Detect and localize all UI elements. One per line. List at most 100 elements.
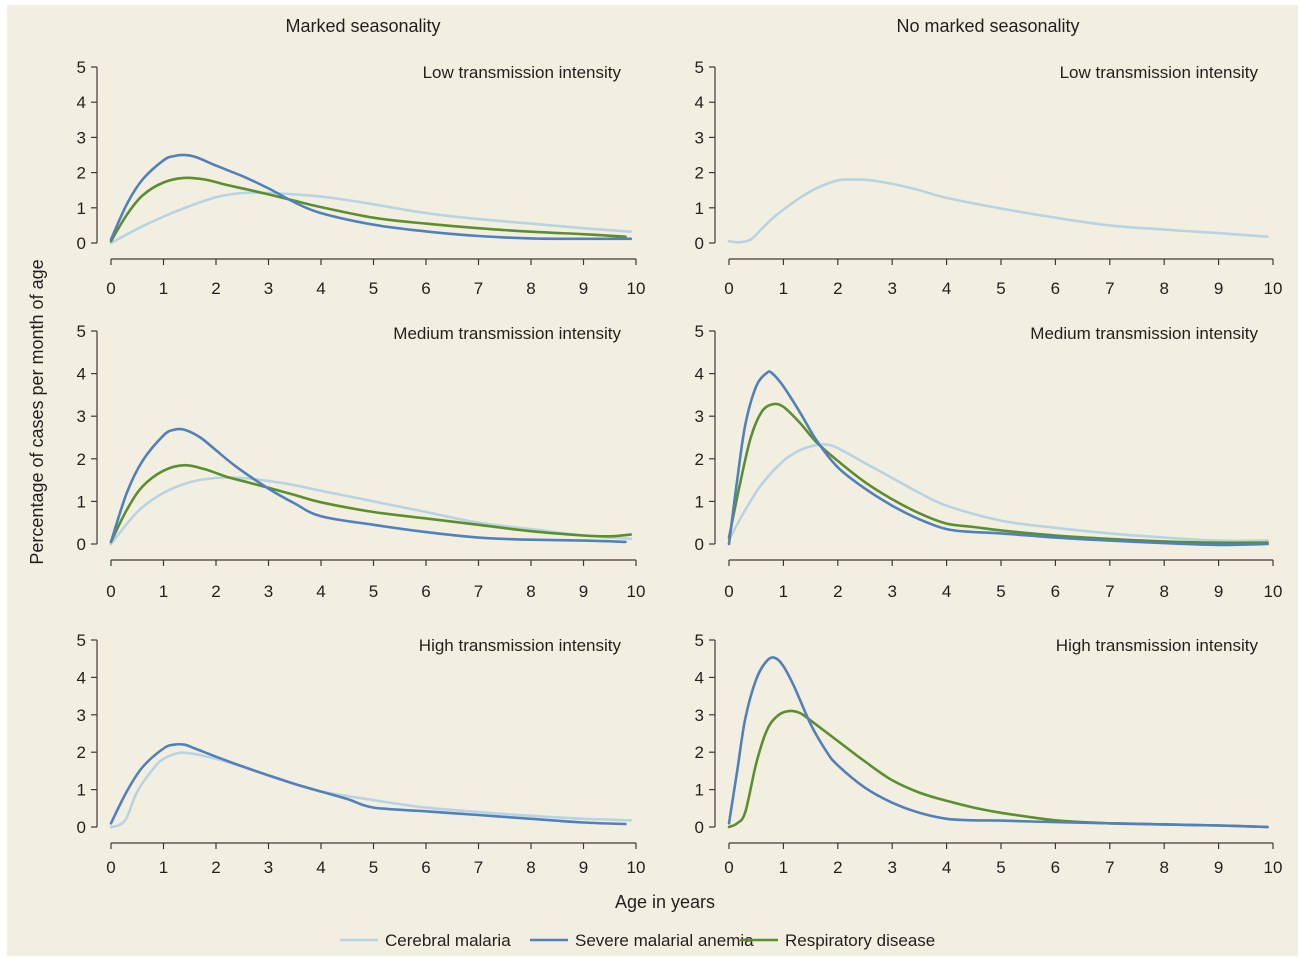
y-tick-label: 3: [77, 407, 86, 426]
y-tick-label: 5: [695, 58, 704, 77]
panel-4: 0 1 2 3 4 5 0 1 2 3 4 5 6 7 8 9 10 Medium transmission in…: [695, 322, 1283, 601]
x-tick-label: 1: [779, 582, 788, 601]
x-tick-label: 6: [421, 858, 430, 877]
series-line-respiratory-disease: [109, 176, 627, 243]
x-tick-label: 0: [724, 582, 733, 601]
x-tick-label: 9: [579, 582, 588, 601]
x-tick-label: 10: [627, 858, 646, 877]
y-tick-label: 0: [77, 234, 86, 253]
legend-label-severe-malarial-anemia: Severe malarial anemia: [575, 931, 754, 950]
panel-title: Low transmission intensity: [423, 63, 622, 82]
x-tick-label: 4: [316, 858, 325, 877]
figure-background: [7, 5, 1298, 956]
x-tick-label: 0: [106, 858, 115, 877]
x-tick-label: 10: [627, 582, 646, 601]
x-tick-label: 8: [526, 858, 535, 877]
x-tick-label: 9: [579, 279, 588, 298]
x-tick-label: 3: [264, 582, 273, 601]
x-tick-label: 4: [316, 279, 325, 298]
y-tick-label: 0: [77, 535, 86, 554]
series-line-cerebral-malaria: [109, 476, 633, 546]
y-tick-label: 4: [695, 93, 704, 112]
series-line-severe-malarial-anemia: [109, 153, 633, 241]
x-tick-label: 9: [1214, 858, 1223, 877]
y-tick-label: 1: [77, 492, 86, 511]
x-tick-label: 0: [724, 858, 733, 877]
series-line-severe-malarial-anemia: [727, 656, 1269, 829]
y-tick-label: 0: [695, 818, 704, 837]
y-tick-label: 5: [77, 58, 86, 77]
y-tick-label: 1: [695, 199, 704, 218]
x-tick-label: 3: [264, 279, 273, 298]
x-tick-label: 0: [106, 279, 115, 298]
x-tick-label: 7: [1105, 279, 1114, 298]
panel-title: Low transmission intensity: [1060, 63, 1259, 82]
y-tick-label: 5: [77, 322, 86, 341]
y-tick-label: 1: [695, 781, 704, 800]
y-tick-label: 5: [695, 322, 704, 341]
x-tick-label: 7: [1105, 582, 1114, 601]
x-tick-label: 3: [887, 858, 896, 877]
y-tick-label: 5: [77, 631, 86, 650]
y-tick-label: 0: [77, 818, 86, 837]
panel-title: Medium transmission intensity: [1030, 324, 1258, 343]
x-tick-label: 6: [1051, 858, 1060, 877]
y-tick-label: 4: [77, 93, 86, 112]
y-tick-label: 4: [695, 668, 704, 687]
series-line-respiratory-disease: [727, 402, 1269, 545]
x-tick-label: 7: [474, 858, 483, 877]
x-tick-label: 8: [526, 279, 535, 298]
series-line-cerebral-malaria: [727, 178, 1269, 244]
x-tick-label: 10: [1264, 858, 1283, 877]
x-tick-label: 8: [1159, 858, 1168, 877]
x-tick-label: 4: [942, 858, 951, 877]
x-tick-label: 10: [1264, 582, 1283, 601]
y-tick-label: 2: [695, 450, 704, 469]
x-tick-label: 3: [887, 279, 896, 298]
x-tick-label: 0: [106, 582, 115, 601]
x-tick-label: 2: [211, 582, 220, 601]
x-tick-label: 7: [474, 279, 483, 298]
x-tick-label: 1: [159, 858, 168, 877]
x-tick-label: 2: [833, 582, 842, 601]
y-tick-label: 4: [695, 365, 704, 384]
y-tick-label: 1: [77, 199, 86, 218]
x-tick-label: 2: [833, 858, 842, 877]
x-tick-label: 0: [724, 279, 733, 298]
x-axis-title: Age in years: [615, 892, 715, 912]
legend-label-respiratory-disease: Respiratory disease: [785, 931, 935, 950]
column-title-right: No marked seasonality: [896, 16, 1079, 36]
x-tick-label: 8: [526, 582, 535, 601]
y-tick-label: 4: [77, 365, 86, 384]
series-line-cerebral-malaria: [109, 191, 633, 245]
y-tick-label: 4: [77, 668, 86, 687]
x-tick-label: 4: [942, 279, 951, 298]
y-tick-label: 2: [695, 164, 704, 183]
y-tick-label: 3: [77, 128, 86, 147]
x-tick-label: 2: [211, 279, 220, 298]
y-tick-label: 1: [77, 781, 86, 800]
panel-1: 0 1 2 3 4 5 0 1 2 3 4 5 6 7 8 9 10 Low transmission inten…: [77, 58, 646, 298]
series-line-respiratory-disease: [109, 463, 633, 544]
panel-2: 0 1 2 3 4 5 0 1 2 3 4 5 6 7 8 9 10 Low transmission inten…: [695, 58, 1283, 298]
x-tick-label: 5: [369, 582, 378, 601]
x-tick-label: 5: [996, 858, 1005, 877]
column-title-left: Marked seasonality: [285, 16, 440, 36]
x-tick-label: 9: [579, 858, 588, 877]
legend-label-cerebral-malaria: Cerebral malaria: [385, 931, 511, 950]
x-tick-label: 1: [779, 858, 788, 877]
series-line-severe-malarial-anemia: [727, 370, 1269, 547]
x-tick-label: 7: [474, 582, 483, 601]
x-tick-label: 10: [627, 279, 646, 298]
panel-5: 0 1 2 3 4 5 0 1 2 3 4 5 6 7 8 9 10 High transmission inte…: [77, 631, 646, 877]
y-tick-label: 2: [77, 743, 86, 762]
x-tick-label: 4: [942, 582, 951, 601]
x-tick-label: 10: [1264, 279, 1283, 298]
panel-title: High transmission intensity: [1056, 636, 1259, 655]
series-line-cerebral-malaria: [727, 443, 1269, 543]
x-tick-label: 2: [211, 858, 220, 877]
y-tick-label: 3: [695, 706, 704, 725]
x-tick-label: 1: [159, 582, 168, 601]
y-tick-label: 3: [77, 706, 86, 725]
